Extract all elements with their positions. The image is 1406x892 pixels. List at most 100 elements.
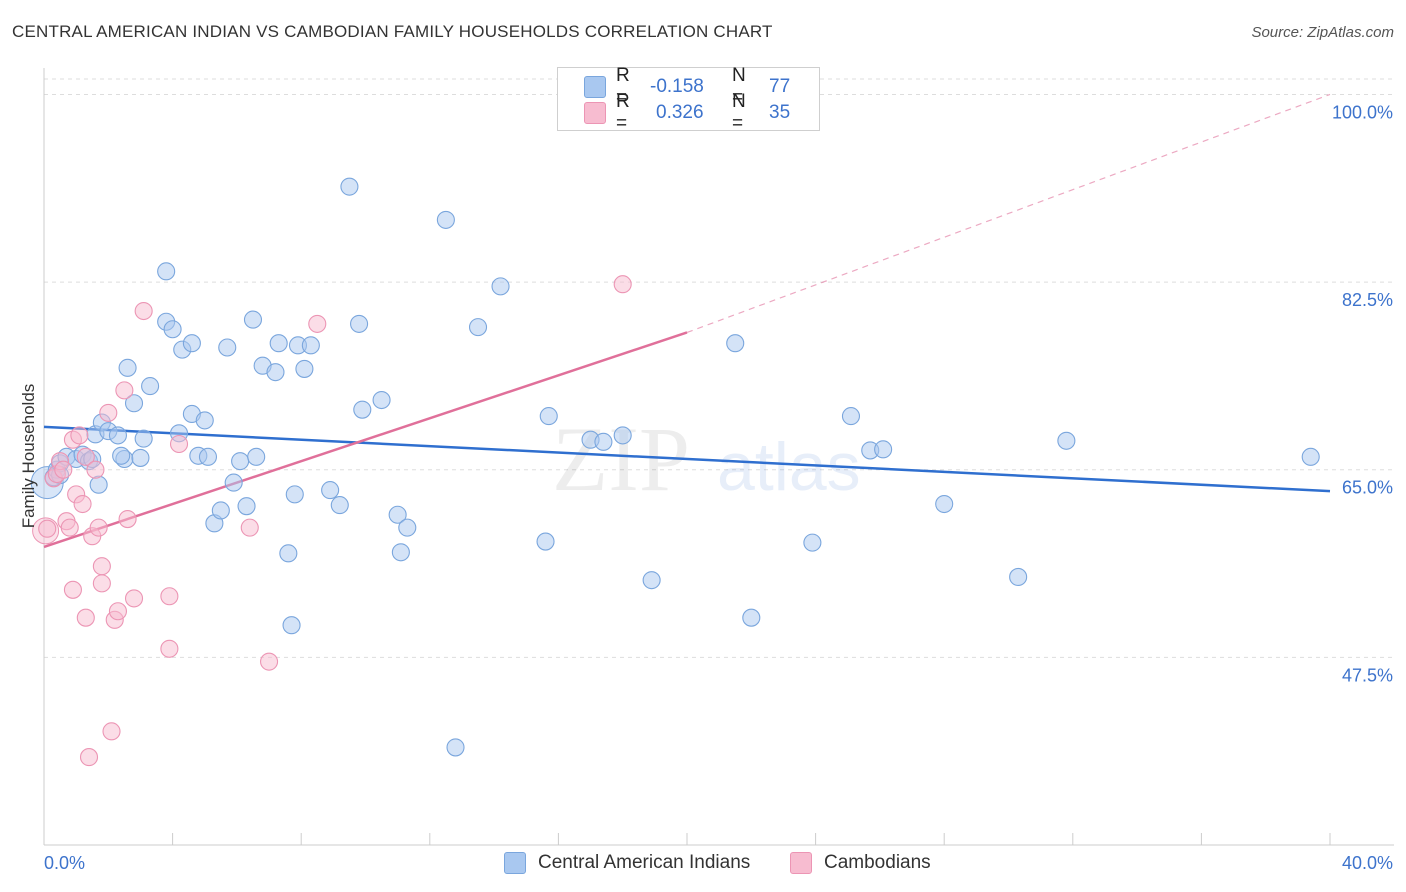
point-central-american-indians — [89, 475, 108, 494]
point-cambodians — [60, 518, 79, 537]
point-cambodians — [240, 518, 259, 537]
point-cambodians — [86, 460, 105, 479]
point-central-american-indians — [388, 505, 407, 524]
point-central-american-indians — [285, 485, 304, 504]
point-central-american-indians — [340, 177, 359, 196]
series-legend-item-pink: Cambodians — [790, 852, 931, 874]
point-cambodians — [92, 557, 111, 576]
legend-n-label: N = — [732, 91, 746, 134]
point-central-american-indians — [841, 407, 861, 426]
point-cambodians — [308, 314, 327, 333]
point-cambodians — [118, 509, 137, 529]
point-cambodians — [54, 460, 73, 479]
legend-r-value: -0.158 — [650, 76, 704, 97]
point-central-american-indians — [266, 363, 285, 382]
series-swatch-blue — [504, 852, 526, 874]
point-cambodians — [169, 434, 189, 454]
point-cambodians — [134, 301, 153, 321]
chart-title: CENTRAL AMERICAN INDIAN VS CAMBODIAN FAM… — [12, 22, 773, 41]
point-central-american-indians — [237, 497, 256, 516]
point-central-american-indians — [243, 310, 263, 329]
point-central-american-indians — [353, 400, 372, 419]
point-cambodians — [89, 518, 108, 537]
series-legend-item-blue: Central American Indians — [504, 852, 750, 874]
point-central-american-indians — [594, 432, 613, 451]
series-swatch-pink — [790, 852, 812, 874]
point-central-american-indians — [803, 533, 822, 552]
point-central-american-indians — [269, 334, 288, 353]
point-central-american-indians — [118, 358, 137, 377]
point-cambodians — [38, 519, 57, 538]
point-central-american-indians — [182, 334, 201, 353]
point-central-american-indians — [211, 501, 230, 520]
point-central-american-indians — [224, 473, 243, 492]
series-legend: Central American Indians Cambodians — [0, 852, 1406, 878]
point-central-american-indians — [330, 496, 349, 515]
point-cambodians — [73, 494, 92, 514]
point-central-american-indians — [398, 518, 417, 537]
trend-line-cambodians-extension — [686, 93, 1331, 334]
x-tick-label-max: 40.0% — [1341, 853, 1393, 873]
point-central-american-indians — [491, 277, 510, 296]
y-axis-title: Family Households — [19, 384, 38, 529]
point-cambodians — [102, 722, 121, 741]
point-central-american-indians — [613, 426, 632, 445]
point-cambodians — [99, 403, 118, 422]
point-central-american-indians — [247, 447, 266, 466]
points-central-american-indians — [30, 177, 1320, 757]
point-cambodians — [613, 275, 632, 294]
point-central-american-indians — [1009, 567, 1028, 586]
points-cambodians — [32, 275, 632, 767]
point-cambodians — [259, 652, 279, 671]
point-central-american-indians — [935, 494, 954, 514]
point-central-american-indians — [157, 262, 176, 281]
point-cambodians — [160, 587, 179, 606]
point-central-american-indians — [874, 440, 893, 459]
point-central-american-indians — [141, 377, 160, 396]
source-label: Source: ZipAtlas.com — [1251, 24, 1394, 41]
y-tick-labels: 100.0% 82.5% 65.0% 47.5% — [1332, 102, 1393, 685]
point-central-american-indians — [295, 359, 314, 378]
point-cambodians — [124, 589, 144, 608]
point-cambodians — [79, 748, 99, 767]
point-central-american-indians — [112, 446, 131, 465]
point-central-american-indians — [372, 390, 391, 410]
point-central-american-indians — [726, 334, 745, 353]
point-central-american-indians — [134, 429, 153, 448]
trend-line-cambodians — [43, 331, 688, 549]
legend-n-value: 35 — [769, 102, 791, 123]
point-central-american-indians — [1057, 431, 1076, 450]
legend-swatch-pink — [584, 102, 606, 124]
point-central-american-indians — [218, 338, 237, 357]
point-central-american-indians — [446, 738, 465, 757]
point-central-american-indians — [124, 394, 144, 413]
point-central-american-indians — [321, 481, 340, 500]
point-central-american-indians — [301, 336, 320, 355]
grid-lines — [44, 78, 1394, 658]
point-central-american-indians — [539, 407, 558, 426]
point-central-american-indians — [536, 532, 555, 551]
point-cambodians — [108, 602, 127, 621]
y-tick-label: 82.5% — [1342, 290, 1393, 310]
point-central-american-indians — [198, 447, 218, 466]
point-central-american-indians — [163, 320, 182, 339]
point-cambodians — [92, 574, 111, 593]
point-central-american-indians — [195, 411, 214, 430]
legend-swatch-blue — [584, 76, 606, 98]
legend-r-label: R = — [616, 65, 630, 108]
series-legend-label: Central American Indians — [538, 852, 751, 873]
y-tick-label: 65.0% — [1342, 478, 1393, 498]
correlation-legend: R = -0.158 N = 77 R = 0.326 N = 35 — [557, 65, 820, 134]
point-cambodians — [160, 639, 179, 658]
legend-r-value: 0.326 — [656, 102, 704, 123]
point-central-american-indians — [108, 426, 127, 445]
trend-line-central-american-indians — [43, 425, 1331, 493]
trend-lines — [43, 93, 1331, 549]
point-central-american-indians — [468, 318, 488, 337]
point-cambodians — [70, 426, 89, 445]
axes — [43, 68, 1394, 846]
point-central-american-indians — [350, 314, 369, 333]
point-central-american-indians — [131, 448, 150, 467]
point-central-american-indians — [231, 452, 250, 471]
